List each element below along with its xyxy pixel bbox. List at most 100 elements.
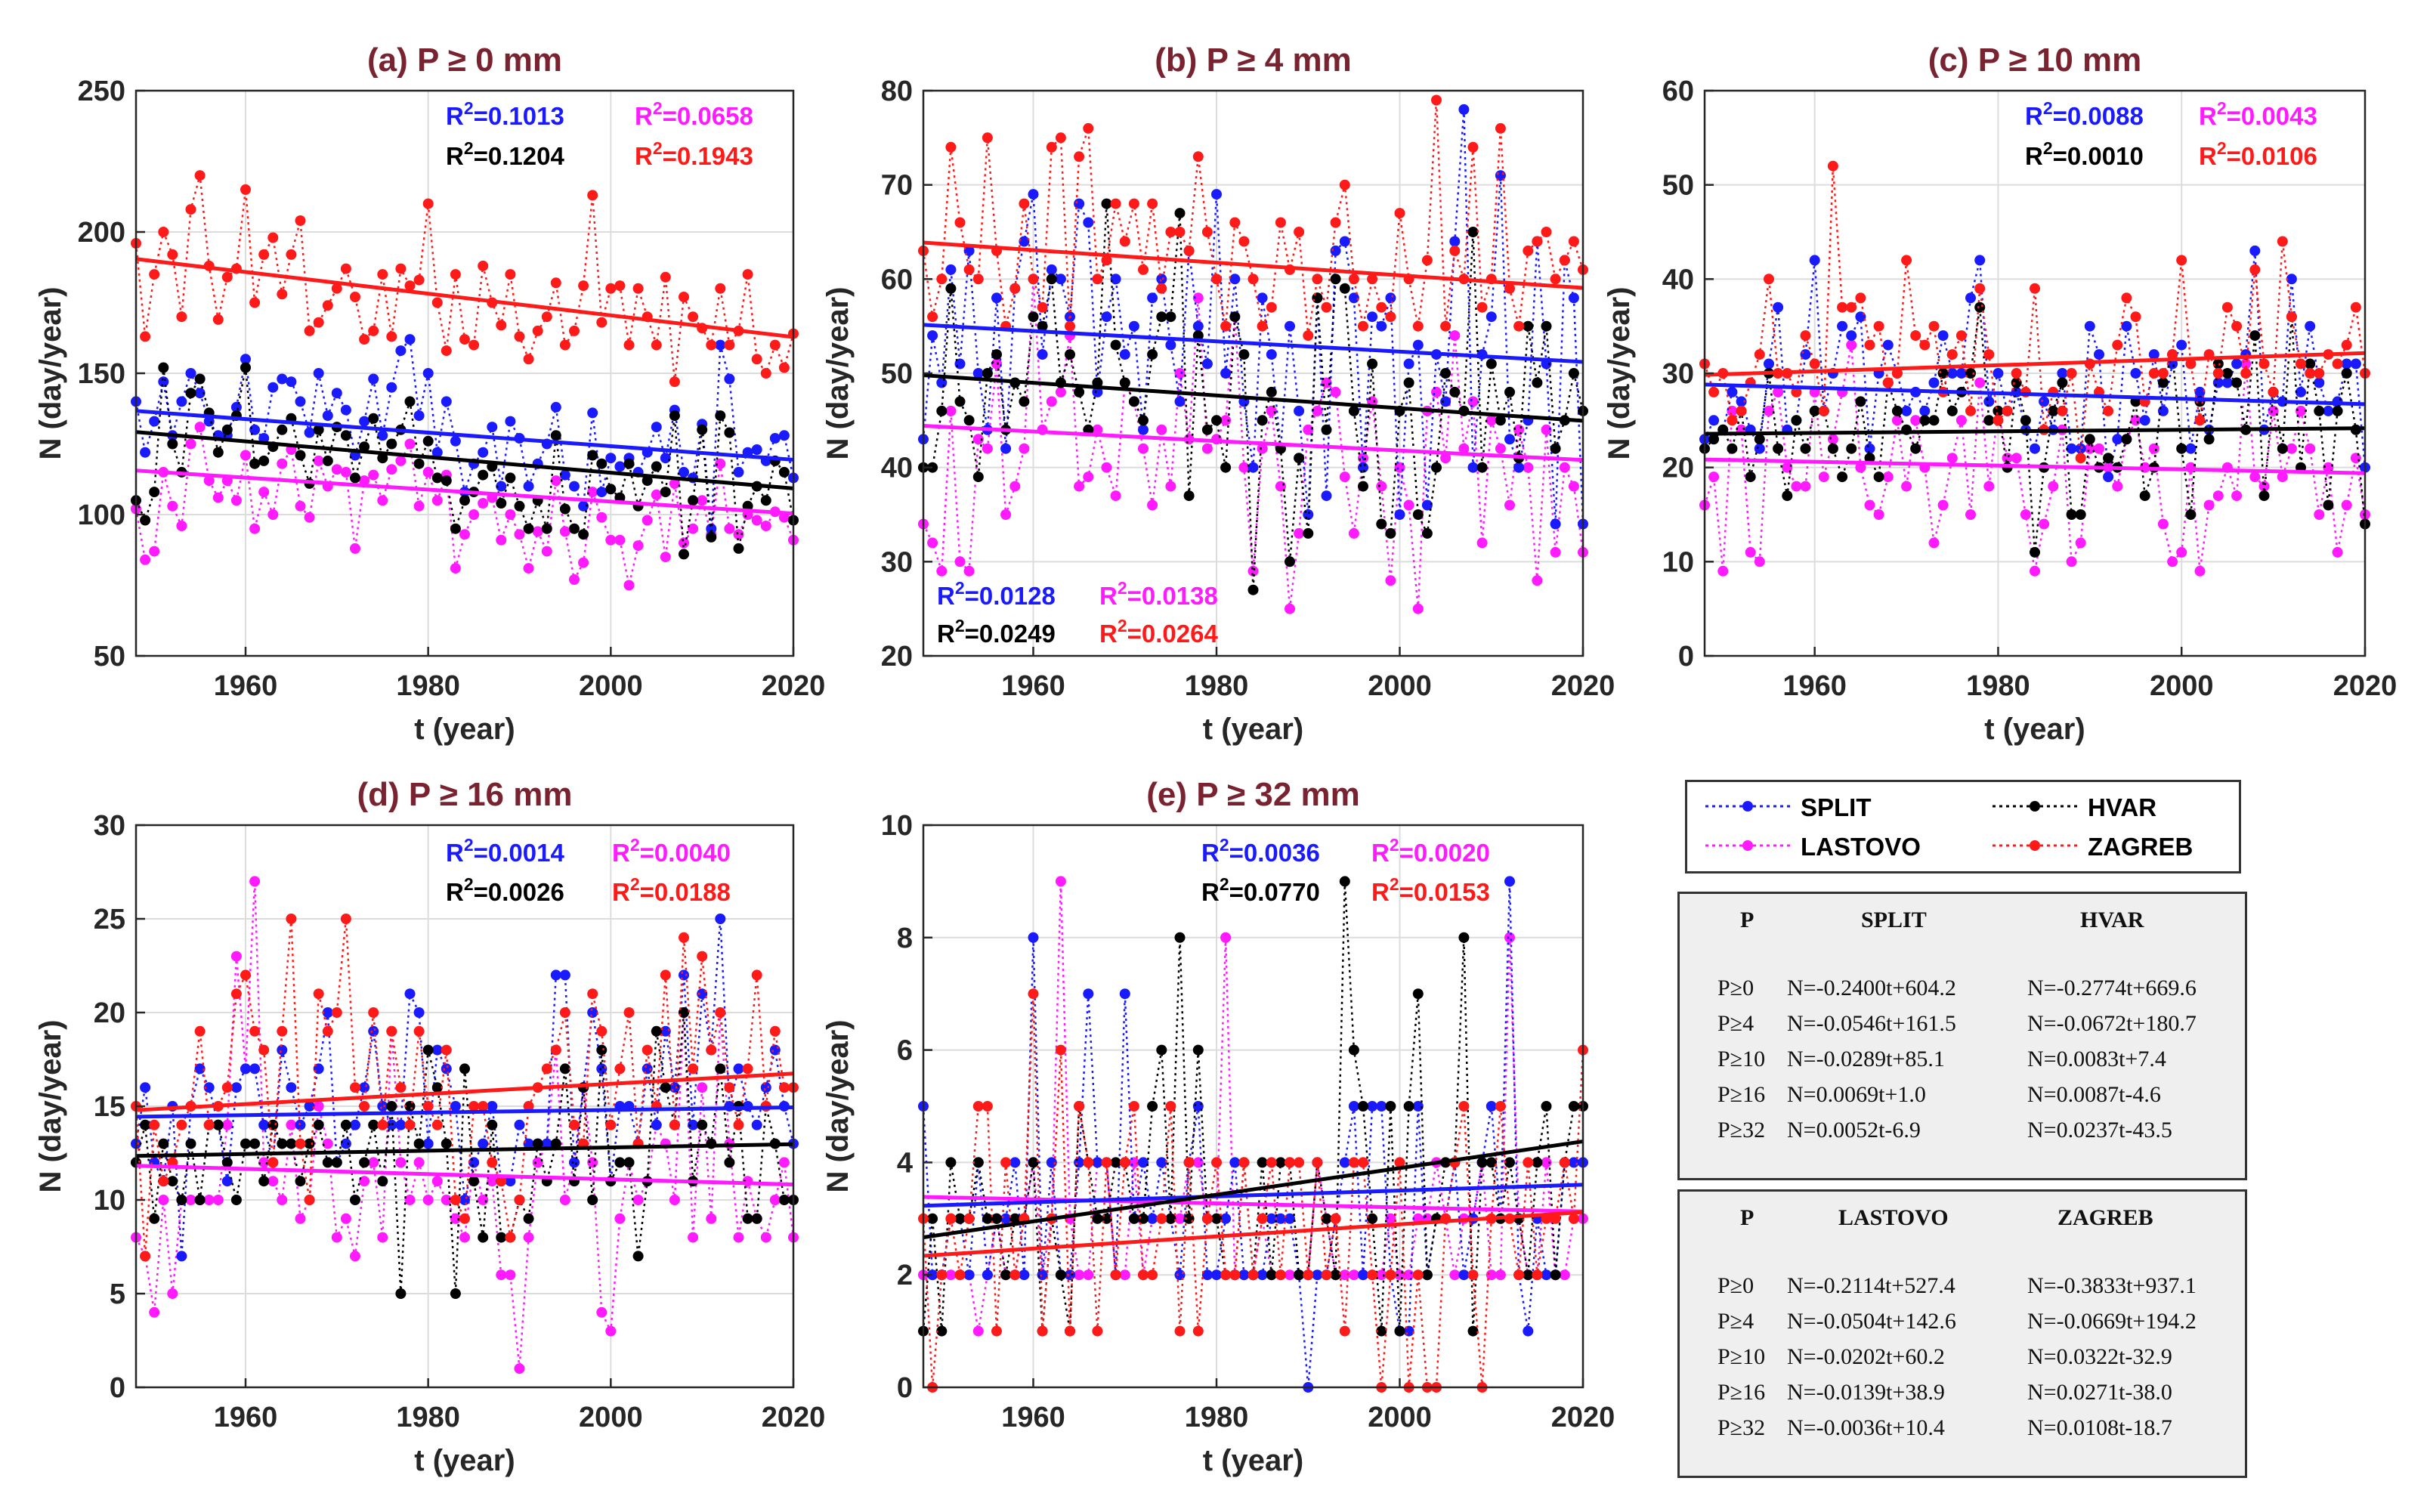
data-point (2011, 368, 2022, 379)
data-point (751, 1119, 762, 1130)
r2-label-hvar: R2=0.0026 (446, 874, 564, 906)
data-point (230, 401, 242, 413)
data-point (2212, 490, 2224, 502)
data-point (2314, 509, 2325, 520)
data-point (1532, 236, 1543, 247)
row-p: P≥4 (1717, 1011, 1754, 1036)
r2-label-split: R2=0.0036 (1201, 835, 1320, 867)
data-point (963, 1269, 975, 1281)
data-point (140, 1119, 151, 1130)
row-eq2: N=-0.2774t+669.6 (2027, 976, 2197, 1000)
data-point (1229, 1157, 1241, 1168)
data-point (954, 556, 966, 567)
data-point (715, 339, 726, 351)
data-point (413, 1157, 425, 1168)
data-point (1708, 434, 1720, 445)
data-point (1901, 481, 1912, 492)
data-point (1855, 462, 1866, 473)
data-point (359, 441, 370, 453)
data-point (541, 311, 552, 323)
data-point (569, 325, 580, 336)
data-point (1486, 1269, 1497, 1281)
data-point (2176, 339, 2187, 351)
data-point (1174, 396, 1186, 407)
data-point (221, 1119, 233, 1130)
data-point (1019, 198, 1030, 209)
data-point (1247, 1269, 1259, 1281)
data-point (1257, 1269, 1268, 1281)
trend-line-split (1704, 382, 2366, 407)
data-point (936, 1269, 948, 1281)
data-point (386, 1025, 397, 1037)
series-zagreb (1699, 160, 2370, 464)
data-point (550, 475, 561, 487)
data-point (697, 495, 708, 506)
data-point (1055, 1044, 1066, 1056)
trend-line-split (135, 1105, 794, 1119)
data-point (742, 1063, 753, 1074)
data-point (359, 1157, 370, 1168)
data-point (1183, 490, 1195, 502)
data-point (505, 1176, 516, 1187)
data-point (2231, 320, 2243, 332)
data-point (267, 1157, 279, 1168)
data-point (1037, 349, 1048, 360)
data-point (982, 1101, 993, 1112)
data-point (963, 565, 975, 577)
r2-label-hvar: R2=0.0770 (1201, 874, 1320, 906)
data-point (1348, 1157, 1359, 1168)
data-point (1754, 349, 1765, 360)
data-point (1156, 311, 1167, 323)
data-point (1385, 575, 1396, 586)
data-point (1791, 386, 1802, 397)
data-point (1147, 198, 1158, 209)
data-point (1946, 405, 1958, 416)
data-point (569, 1119, 580, 1130)
data-point (2121, 292, 2132, 304)
data-point (359, 416, 370, 427)
data-point (478, 498, 489, 509)
r2-label-lastovo: R2=0.0658 (635, 98, 753, 130)
data-point (1864, 499, 1875, 511)
data-point (972, 1157, 984, 1168)
data-point (2130, 311, 2141, 323)
data-point (1541, 227, 1552, 237)
data-point (340, 1138, 351, 1149)
legend-item-split: SPLIT (1702, 790, 1959, 823)
data-point (2314, 368, 2325, 379)
data-point (2185, 443, 2197, 454)
data-point (395, 1157, 407, 1168)
data-point (2341, 499, 2352, 511)
data-point (2258, 490, 2270, 502)
data-point (1330, 386, 1341, 397)
y-tick-label: 50 (94, 641, 125, 673)
data-point (2323, 462, 2334, 473)
legend-label-zagreb: ZAGREB (2088, 833, 2193, 861)
data-point (404, 438, 416, 450)
data-point (2212, 368, 2224, 379)
data-point (945, 264, 957, 275)
data-point (1257, 443, 1268, 454)
data-point (468, 509, 480, 520)
data-point (1285, 603, 1295, 614)
data-point (2039, 396, 2050, 407)
data-point (1348, 292, 1359, 304)
data-point (140, 447, 151, 458)
data-point (1147, 1101, 1158, 1112)
data-point (1955, 368, 1967, 379)
data-point (2231, 377, 2243, 388)
data-point (286, 249, 297, 260)
data-point (1092, 386, 1103, 397)
series-zagreb (131, 914, 799, 1262)
data-point (760, 1082, 771, 1093)
data-point (623, 1007, 635, 1018)
data-point (523, 523, 534, 534)
data-point (1764, 274, 1774, 285)
data-point (1330, 217, 1341, 228)
data-point (167, 1288, 178, 1299)
data-point (596, 458, 608, 469)
trend-line-zagreb (135, 1071, 794, 1112)
data-point (1367, 311, 1378, 323)
data-point (340, 466, 351, 478)
data-point (395, 345, 407, 357)
